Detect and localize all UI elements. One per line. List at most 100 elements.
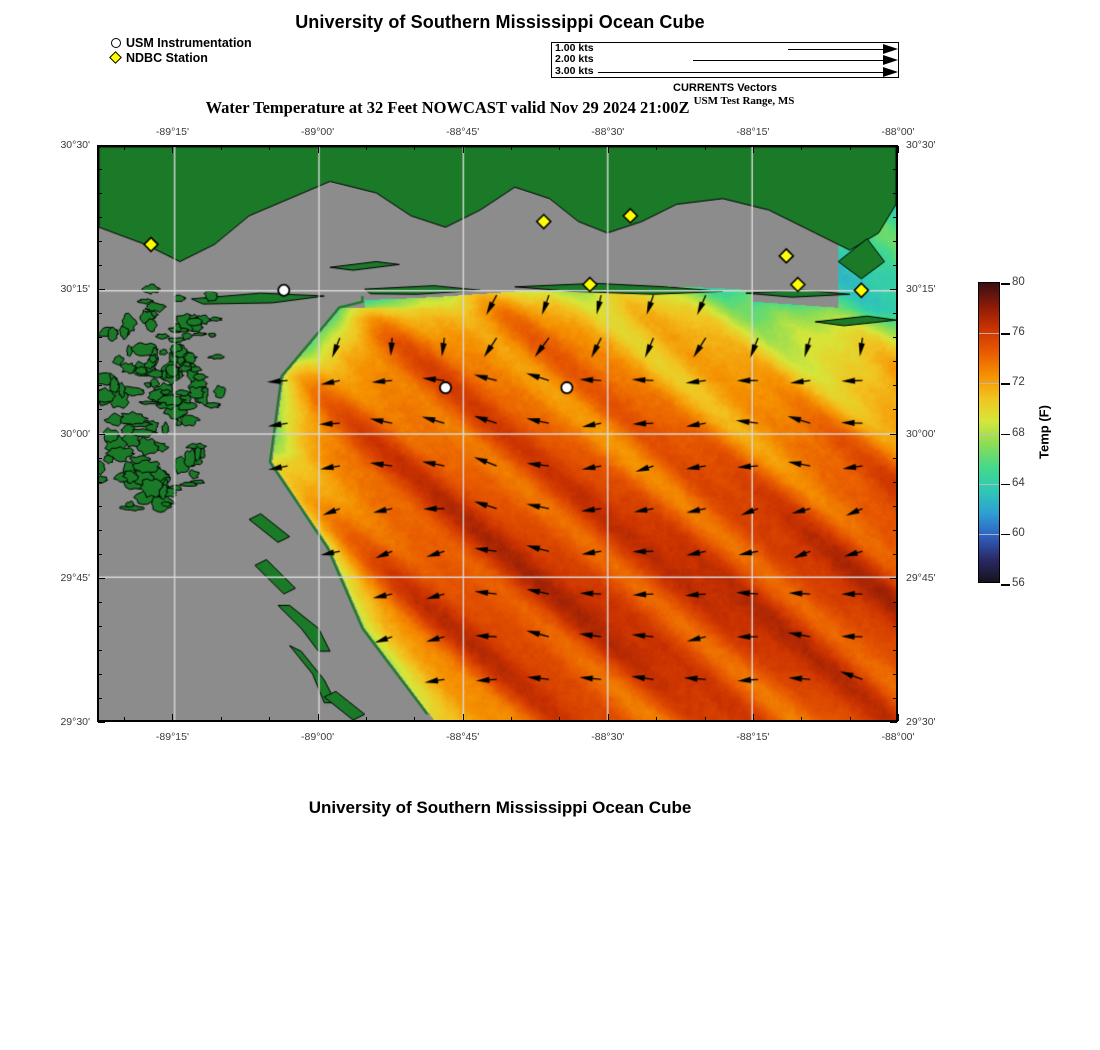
lat-minor-tick xyxy=(893,553,897,555)
colorbar-tick-label: 80 xyxy=(1012,276,1025,288)
lon-minor-tick xyxy=(124,717,126,721)
lat-minor-tick xyxy=(893,169,897,171)
lon-tick-label-bottom: -89°15' xyxy=(155,731,189,743)
lon-minor-tick xyxy=(849,717,851,721)
colorbar-tick-label: 56 xyxy=(1012,577,1025,589)
footer-title: University of Southern Mississippi Ocean… xyxy=(308,798,692,817)
lat-minor-tick xyxy=(893,361,897,363)
lat-minor-tick xyxy=(98,361,102,363)
lon-tick-label-bottom: -88°15' xyxy=(736,731,770,743)
lat-minor-tick xyxy=(893,457,897,459)
colorbar-inner-line xyxy=(979,333,999,335)
colorbar-title: Temp (F) xyxy=(1036,405,1052,459)
page-title: University of Southern Mississippi Ocean… xyxy=(295,12,705,32)
colorbar-tick xyxy=(1001,433,1010,435)
lon-tick-label-top: -88°15' xyxy=(736,126,770,138)
lat-minor-tick xyxy=(98,457,102,459)
lon-minor-tick xyxy=(559,146,561,150)
lat-tick-label-right: 29°30' xyxy=(906,716,936,728)
lon-tick-label-top: -88°00' xyxy=(881,126,915,138)
lon-minor-tick xyxy=(462,714,464,721)
lat-minor-tick xyxy=(893,697,897,699)
map-plot-area[interactable] xyxy=(97,145,898,722)
lat-minor-tick xyxy=(893,193,897,195)
colorbar-gradient xyxy=(979,283,999,582)
lon-minor-tick xyxy=(414,146,416,150)
lat-minor-tick xyxy=(893,625,897,627)
lon-minor-tick xyxy=(704,717,706,721)
legend-item-usm-instrumentation: USM Instrumentation xyxy=(108,36,252,51)
colorbar-tick-label: 64 xyxy=(1012,476,1025,489)
colorbar-inner-line xyxy=(979,483,999,485)
vector-legend-label-1: 1.00 kts xyxy=(555,41,594,54)
lat-tick-label-right: 30°00' xyxy=(906,427,936,440)
map-subtitle-main: Water Temperature at 32 Feet NOWCAST val… xyxy=(205,98,690,117)
lat-minor-tick xyxy=(98,553,102,555)
lat-minor-tick xyxy=(98,313,102,315)
lat-minor-tick xyxy=(98,433,105,435)
lat-minor-tick xyxy=(98,169,102,171)
lat-minor-tick xyxy=(98,625,102,627)
lon-tick-label-top: -89°15' xyxy=(155,126,189,138)
lat-minor-tick xyxy=(890,145,897,146)
lat-tick-label-left: 30°15' xyxy=(60,283,90,296)
colorbar-tick-label: 60 xyxy=(1012,526,1025,539)
lat-minor-tick xyxy=(98,193,102,195)
lat-minor-tick xyxy=(893,313,897,315)
lon-minor-tick xyxy=(172,714,174,721)
lat-minor-tick xyxy=(893,481,897,483)
lon-tick-label-bottom: -88°30' xyxy=(591,731,625,743)
legend-item-ndbc-station: NDBC Station xyxy=(108,51,252,66)
lat-minor-tick xyxy=(890,433,897,435)
colorbar-tick xyxy=(1001,333,1010,335)
colorbar-tick xyxy=(1001,483,1010,486)
colorbar-tick xyxy=(1001,533,1010,536)
lon-tick-label-top: -89°00' xyxy=(301,126,335,138)
lon-tick-label-top: -88°30' xyxy=(591,126,625,138)
lat-minor-tick xyxy=(890,577,897,579)
lat-minor-tick xyxy=(98,385,102,387)
lat-minor-tick xyxy=(98,577,105,579)
circle-marker-icon xyxy=(108,36,126,51)
lat-minor-tick xyxy=(98,217,102,219)
lon-minor-tick xyxy=(849,146,851,150)
lon-tick-label-bottom: -88°00' xyxy=(881,731,915,743)
vector-arrow-head-2 xyxy=(883,55,898,65)
lon-tick-label-bottom: -89°00' xyxy=(301,731,335,743)
lat-minor-tick xyxy=(98,409,102,411)
vector-arrow-shaft-2 xyxy=(693,60,883,62)
lon-minor-tick xyxy=(559,717,561,721)
lon-minor-tick xyxy=(752,714,754,721)
vector-legend-row: 3.00 kts xyxy=(552,65,898,78)
lon-minor-tick xyxy=(752,146,754,153)
lon-minor-tick xyxy=(656,146,658,150)
lat-minor-tick xyxy=(98,722,105,723)
lat-minor-tick xyxy=(890,722,897,723)
lat-minor-tick xyxy=(893,649,897,651)
lat-tick-label-right: 29°45' xyxy=(906,571,936,584)
lat-minor-tick xyxy=(98,289,105,291)
lon-minor-tick xyxy=(269,717,271,721)
lon-minor-tick xyxy=(511,146,513,150)
diamond-marker-icon xyxy=(108,51,126,66)
lat-minor-tick xyxy=(890,289,897,291)
lat-minor-tick xyxy=(98,241,102,243)
lat-minor-tick xyxy=(893,337,897,339)
lon-minor-tick xyxy=(801,146,803,150)
lat-minor-tick xyxy=(98,697,102,699)
lat-tick-label-right: 30°30' xyxy=(906,139,936,151)
lat-tick-label-left: 29°30' xyxy=(60,716,90,728)
vector-legend-row: 1.00 kts xyxy=(552,41,898,55)
lon-minor-tick xyxy=(414,717,416,721)
colorbar-inner-line xyxy=(979,433,999,435)
lat-minor-tick xyxy=(98,337,102,339)
marker-legend: USM Instrumentation NDBC Station xyxy=(108,36,252,66)
lat-minor-tick xyxy=(893,241,897,243)
colorbar-tick-label: 68 xyxy=(1012,426,1025,439)
lat-minor-tick xyxy=(98,649,102,651)
lat-minor-tick xyxy=(98,145,105,146)
lon-minor-tick xyxy=(898,714,900,721)
lon-minor-tick xyxy=(898,146,900,153)
lon-tick-label-bottom: -88°45' xyxy=(446,731,480,743)
vector-legend-label-2: 2.00 kts xyxy=(555,53,594,65)
